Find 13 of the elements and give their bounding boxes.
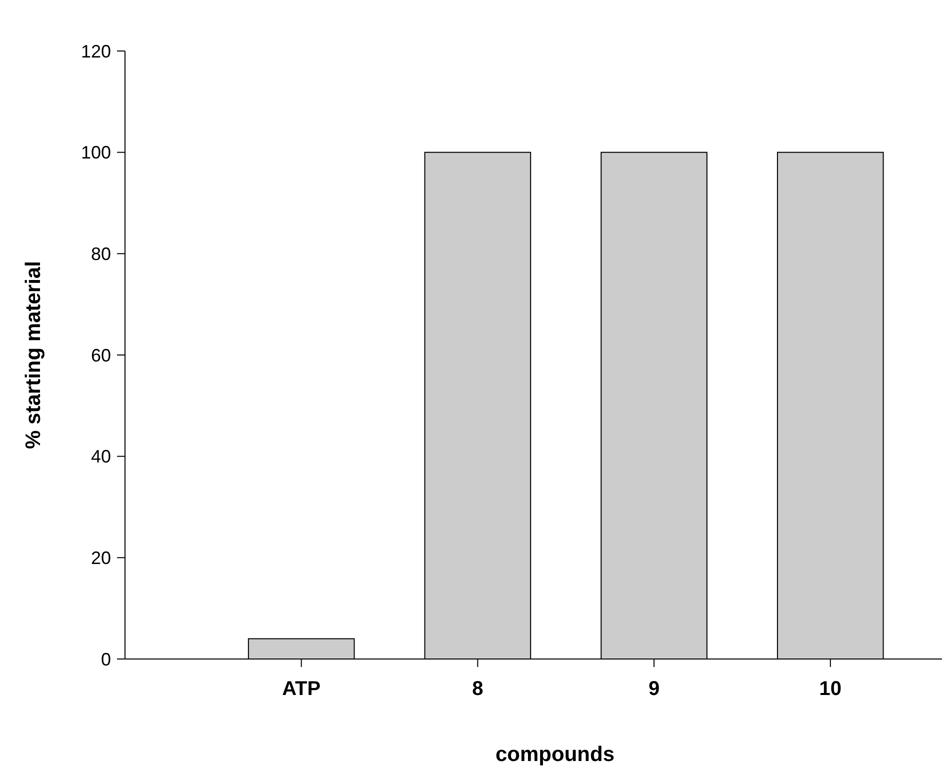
x-axis-title: compounds [496,743,614,766]
x-tick-label: 10 [819,678,842,700]
y-tick-label: 100 [80,142,111,163]
y-axis-title: % starting material [22,261,45,449]
y-tick-label: 80 [90,244,111,264]
x-tick-label: 9 [648,678,660,700]
y-tick-label: 20 [90,548,111,568]
y-tick-label: 0 [100,649,111,670]
y-tick-label: 40 [90,446,111,467]
x-tick-label: ATP [282,678,321,700]
y-tick-label: 60 [90,345,111,366]
x-tick-label: 8 [472,678,484,700]
y-tick-label: 120 [80,41,111,62]
